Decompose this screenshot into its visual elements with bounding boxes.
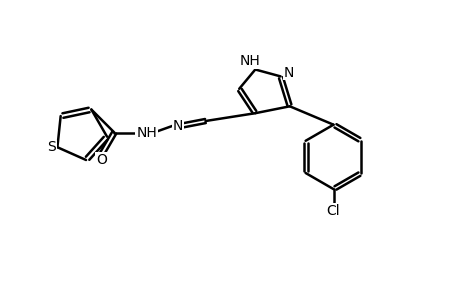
Text: NH: NH (136, 125, 157, 140)
Text: Cl: Cl (326, 204, 340, 218)
Text: NH: NH (239, 54, 260, 68)
Text: N: N (283, 66, 293, 80)
Text: S: S (47, 140, 56, 154)
Text: N: N (172, 118, 183, 133)
Text: O: O (96, 153, 106, 167)
